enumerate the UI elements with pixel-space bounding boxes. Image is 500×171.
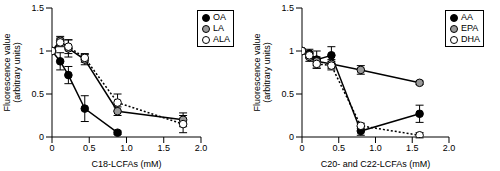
html-text:AA: AA bbox=[461, 12, 473, 22]
svg-text:0: 0 bbox=[299, 143, 304, 153]
svg-text:C20- and C22-LCFAs (mM): C20- and C22-LCFAs (mM) bbox=[321, 159, 431, 169]
svg-text:1.0: 1.0 bbox=[120, 143, 133, 153]
svg-text:1: 1 bbox=[289, 46, 294, 56]
svg-text:1.0: 1.0 bbox=[369, 143, 382, 153]
svg-text:2.0: 2.0 bbox=[443, 143, 456, 153]
svg-text:1.5: 1.5 bbox=[157, 143, 170, 153]
svg-text:C18-LCFAs (mM): C18-LCFAs (mM) bbox=[91, 159, 161, 169]
svg-text:1: 1 bbox=[39, 46, 44, 56]
svg-text:1.5: 1.5 bbox=[281, 3, 294, 13]
svg-text:0: 0 bbox=[39, 132, 44, 142]
html-text:DHA: DHA bbox=[461, 34, 480, 44]
html-text:EPA: EPA bbox=[461, 23, 479, 33]
svg-text:0.5: 0.5 bbox=[332, 143, 345, 153]
svg-text:1.5: 1.5 bbox=[406, 143, 419, 153]
html-text:OA: OA bbox=[213, 12, 226, 22]
svg-text:Fluorescence value(arbitrary u: Fluorescence value(arbitrary units) bbox=[252, 33, 272, 111]
svg-text:Fluorescence value(arbitrary u: Fluorescence value(arbitrary units) bbox=[8, 33, 22, 111]
svg-text:0.5: 0.5 bbox=[83, 143, 96, 153]
html-text:ALA: ALA bbox=[213, 34, 230, 44]
html-text:LA: LA bbox=[213, 23, 224, 33]
svg-text:0: 0 bbox=[49, 143, 54, 153]
svg-text:0.5: 0.5 bbox=[281, 89, 294, 99]
svg-text:2.0: 2.0 bbox=[195, 143, 208, 153]
svg-text:1.5: 1.5 bbox=[31, 3, 44, 13]
svg-text:0: 0 bbox=[289, 132, 294, 142]
svg-text:0.5: 0.5 bbox=[31, 89, 44, 99]
